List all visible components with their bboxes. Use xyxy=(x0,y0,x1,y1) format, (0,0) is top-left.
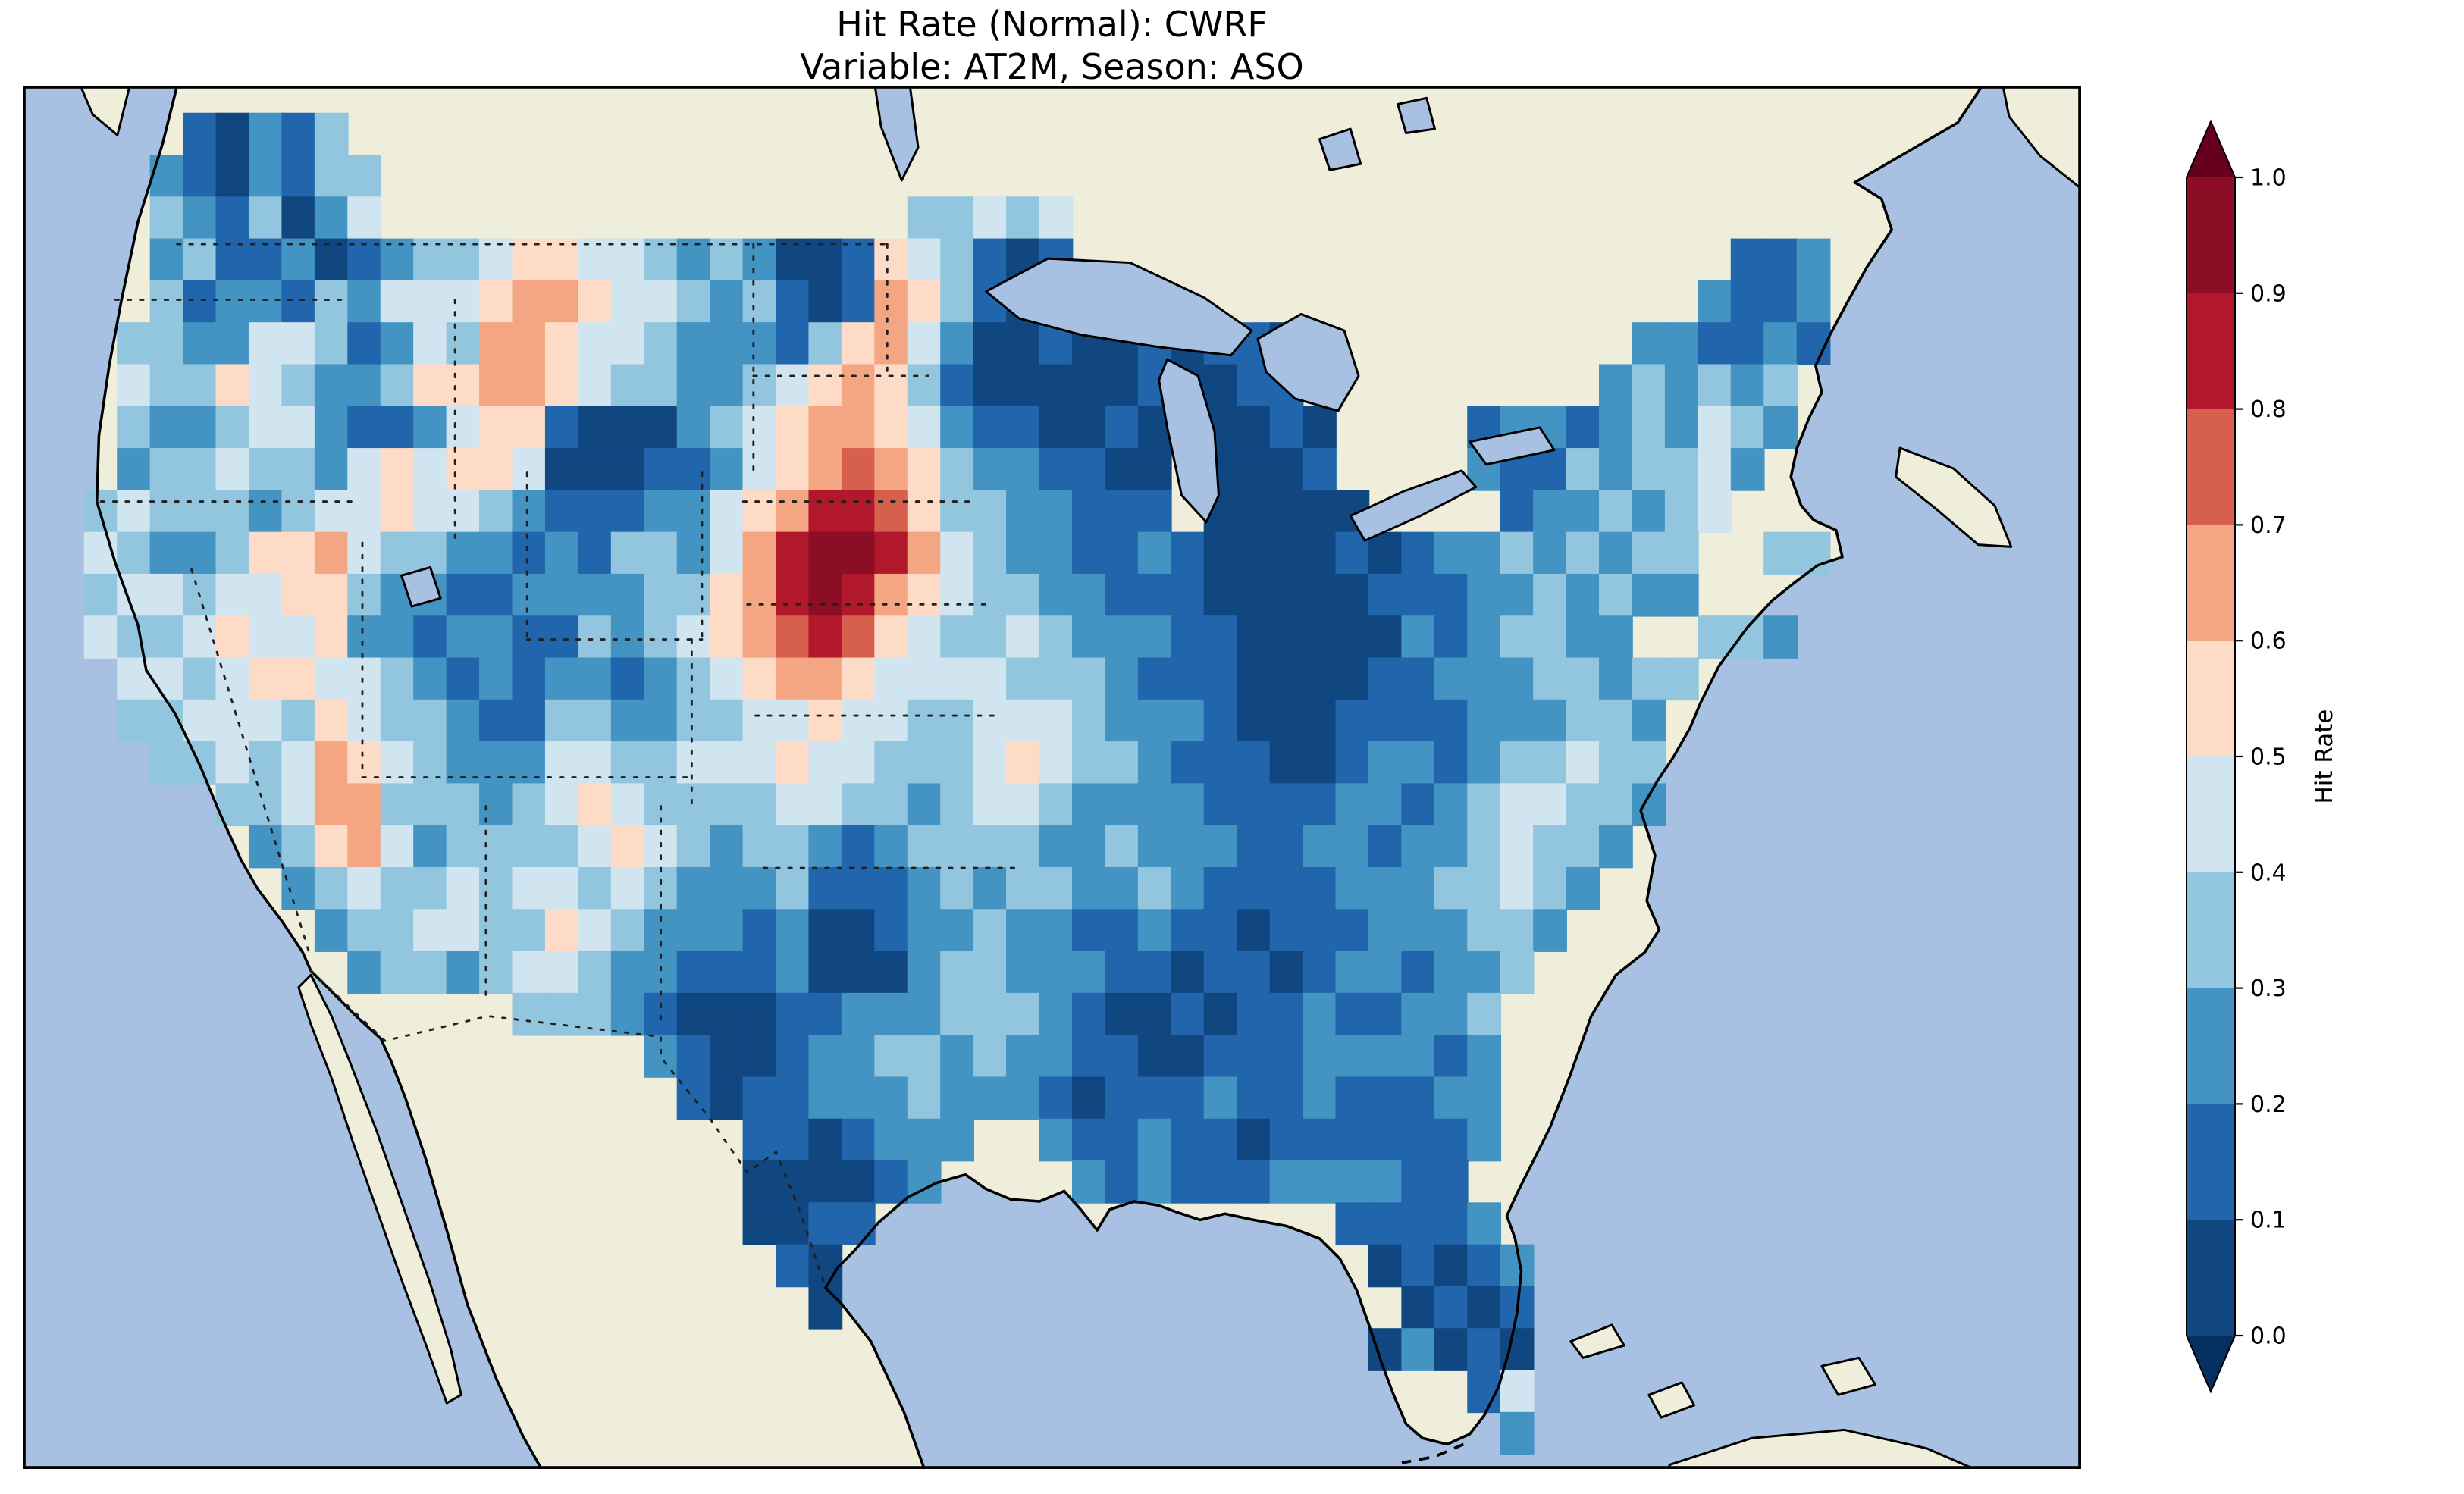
colorbar-svg: 1.0 0.9 0.8 0.7 0.6 0.5 0.4 0.3 0.2 0.1 0.0 Hit Rat… xyxy=(2186,119,2338,1394)
axes-frame xyxy=(23,86,2081,1469)
map-svg xyxy=(23,86,2081,1469)
colorbar-tick-label: 0.4 xyxy=(2250,860,2287,886)
colorbar-ticks: 1.0 0.9 0.8 0.7 0.6 0.5 0.4 0.3 0.2 0.1 0.0 xyxy=(2235,165,2287,1350)
colorbar-band xyxy=(2187,988,2235,1104)
colorbar-extend-min xyxy=(2187,1336,2235,1392)
chart-title: Hit Rate (Normal): CWRF Variable: AT2M, … xyxy=(23,3,2081,88)
colorbar-tick-label: 0.8 xyxy=(2250,396,2287,423)
colorbar-extend-max xyxy=(2187,121,2235,177)
colorbar-band xyxy=(2187,756,2235,873)
colorbar-tick-label: 0.9 xyxy=(2250,280,2287,307)
colorbar-band xyxy=(2187,641,2235,757)
colorbar: 1.0 0.9 0.8 0.7 0.6 0.5 0.4 0.3 0.2 0.1 0.0 Hit Rat… xyxy=(2183,119,2456,1408)
colorbar-tick-label: 0.0 xyxy=(2250,1323,2287,1350)
colorbar-band xyxy=(2187,525,2235,641)
us-hit-rate-map xyxy=(23,86,2081,1469)
chart-title-line2: Variable: AT2M, Season: ASO xyxy=(800,46,1304,87)
colorbar-band xyxy=(2187,293,2235,410)
chart-title-line1: Hit Rate (Normal): CWRF xyxy=(836,4,1268,45)
colorbar-band xyxy=(2187,872,2235,989)
colorbar-tick-label: 1.0 xyxy=(2250,165,2287,192)
colorbar-tick-label: 0.2 xyxy=(2250,1092,2287,1118)
grid-cells-layer xyxy=(83,112,1831,1455)
colorbar-tick-label: 0.7 xyxy=(2250,512,2287,539)
colorbar-band xyxy=(2187,177,2235,294)
colorbar-band xyxy=(2187,1104,2235,1220)
colorbar-tick-label: 0.1 xyxy=(2250,1207,2287,1234)
colorbar-tick-label: 0.6 xyxy=(2250,628,2287,655)
state-borders-layer xyxy=(99,243,1020,1289)
lakes-layer xyxy=(400,86,1556,608)
colorbar-axis-label: Hit Rate xyxy=(2311,709,2338,803)
colorbar-tick-label: 0.5 xyxy=(2250,744,2287,771)
colorbar-band xyxy=(2187,1220,2235,1336)
colorbar-band xyxy=(2187,409,2235,525)
colorbar-tick-label: 0.3 xyxy=(2250,976,2287,1002)
coastline xyxy=(95,86,1984,1469)
